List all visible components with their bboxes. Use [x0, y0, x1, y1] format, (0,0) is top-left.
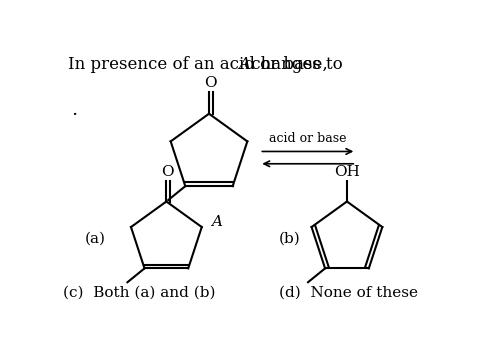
Text: In presence of an acid or base,: In presence of an acid or base,	[68, 56, 333, 73]
Text: O: O	[204, 76, 217, 90]
Text: changes to: changes to	[246, 56, 343, 73]
Text: (d)  None of these: (d) None of these	[279, 286, 418, 300]
Text: A: A	[211, 216, 222, 229]
Text: O: O	[162, 165, 174, 179]
Text: acid or base: acid or base	[269, 132, 347, 145]
Text: OH: OH	[334, 165, 360, 179]
Text: (c)  Both (a) and (b): (c) Both (a) and (b)	[63, 286, 215, 300]
Text: A: A	[239, 56, 250, 73]
Text: .: .	[71, 101, 77, 119]
Text: (b): (b)	[279, 231, 300, 245]
Text: (a): (a)	[85, 231, 106, 245]
